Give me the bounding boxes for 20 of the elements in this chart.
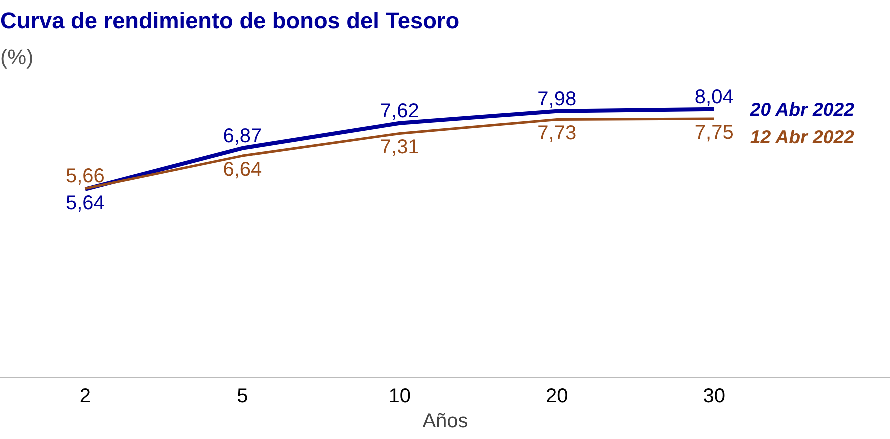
series-label: 20 Abr 2022 bbox=[749, 98, 856, 120]
chart-title: Curva de rendimiento de bonos del Tesoro bbox=[0, 8, 460, 34]
data-label: 7,62 bbox=[380, 100, 420, 122]
series-label: 12 Abr 2022 bbox=[750, 126, 856, 148]
data-label: 7,75 bbox=[694, 122, 734, 144]
data-label: 7,73 bbox=[538, 122, 577, 145]
data-label: 8,04 bbox=[694, 86, 734, 108]
x-tick-label: 10 bbox=[388, 386, 412, 408]
x-tick-label: 5 bbox=[237, 386, 248, 408]
chart-subtitle: (%) bbox=[0, 46, 34, 70]
x-tick-label: 20 bbox=[546, 386, 568, 408]
x-tick-label: 30 bbox=[703, 386, 726, 408]
data-label: 7,31 bbox=[380, 136, 420, 159]
data-label: 6,87 bbox=[223, 125, 262, 148]
x-tick-label: 2 bbox=[80, 386, 91, 408]
data-label: 7,98 bbox=[538, 88, 577, 110]
data-label: 5,64 bbox=[66, 192, 105, 214]
data-label: 5,66 bbox=[66, 166, 105, 188]
x-axis-title: Años bbox=[422, 410, 468, 432]
data-label: 6,64 bbox=[223, 159, 262, 182]
